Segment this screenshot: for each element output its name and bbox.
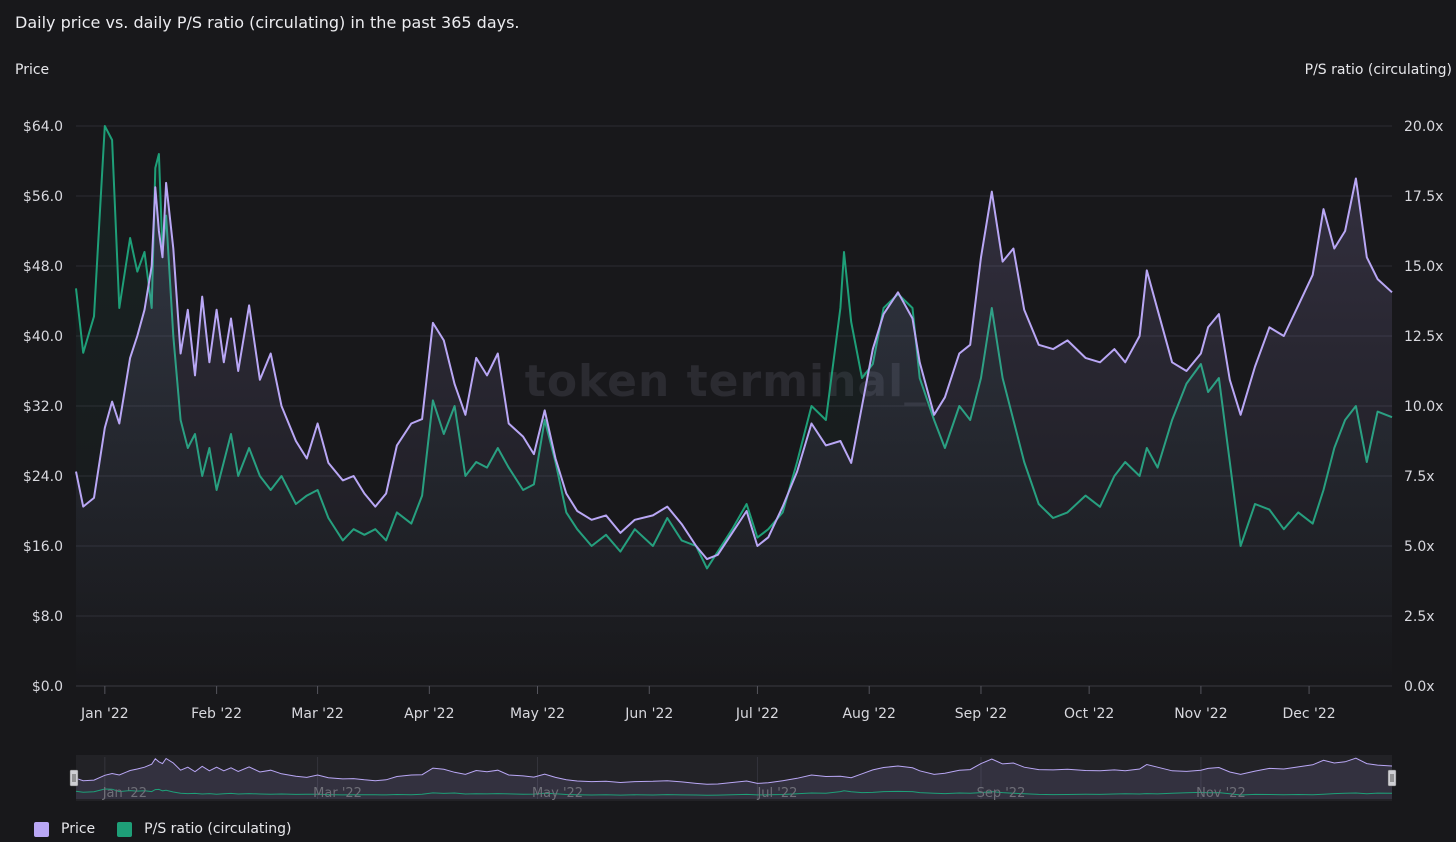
navigator-tick-label: Jul '22 — [756, 786, 797, 801]
navigator-area-price — [76, 758, 1392, 799]
chart-title: Daily price vs. daily P/S ratio (circula… — [15, 13, 520, 32]
legend-label-price: Price — [61, 821, 96, 837]
left-axis-title: Price — [15, 62, 50, 78]
series-line-price[interactable] — [75, 177, 1393, 561]
legend-item-ps-ratio[interactable]: P/S ratio (circulating) — [117, 821, 292, 837]
left-tick-label: $0.0 — [32, 679, 63, 695]
left-tick-label: $32.0 — [23, 399, 63, 415]
x-tick-label: Mar '22 — [291, 706, 344, 722]
legend-swatch-ps-ratio — [117, 821, 133, 837]
right-tick-label: 17.5x — [1404, 189, 1443, 205]
x-tick-label: Dec '22 — [1282, 706, 1335, 722]
x-tick-label: Oct '22 — [1064, 706, 1114, 722]
range-navigator[interactable]: Jan '22 Mar '22 May '22 Jul '22 Sep '22 Nov '… — [69, 755, 1397, 801]
x-axis-ticks: Jan '22 Feb '22 Mar '22 Apr '22 May '22 Jun '… — [80, 686, 1336, 722]
right-tick-label: 12.5x — [1404, 329, 1443, 345]
x-tick-label: Jun '22 — [624, 706, 673, 722]
navigator-left-handle[interactable] — [69, 769, 79, 787]
navigator-line-price — [75, 757, 1393, 785]
left-tick-label: $40.0 — [23, 329, 63, 345]
left-tick-label: $56.0 — [23, 189, 63, 205]
legend-swatch-price — [34, 821, 49, 837]
left-tick-label: $8.0 — [32, 609, 63, 625]
x-tick-label: Apr '22 — [404, 706, 454, 722]
right-tick-label: 20.0x — [1404, 119, 1443, 135]
navigator-tick-label: Sep '22 — [977, 786, 1026, 801]
right-tick-label: 10.0x — [1404, 399, 1443, 415]
right-axis-ticks: 0.0x 2.5x 5.0x 7.5x 10.0x 12.5x 15.0x 17.5x 20.0… — [1404, 119, 1443, 695]
x-tick-label: Aug '22 — [842, 706, 895, 722]
main-chart[interactable]: token terminal_ $0.0$8.0$16.0$24.0$32.0$… — [0, 0, 1456, 812]
series-layer — [75, 125, 1393, 686]
right-axis-title: P/S ratio (circulating) — [1304, 62, 1452, 78]
right-tick-label: 0.0x — [1404, 679, 1435, 695]
right-tick-label: 5.0x — [1404, 539, 1435, 555]
legend-item-price[interactable]: Price — [34, 821, 95, 837]
x-tick-label: May '22 — [510, 706, 565, 722]
legend-label-ps-ratio: P/S ratio (circulating) — [144, 821, 292, 837]
navigator-tick-label: May '22 — [532, 786, 583, 801]
x-tick-label: Nov '22 — [1174, 706, 1227, 722]
navigator-line-ps-ratio — [75, 788, 1393, 796]
navigator-tick-label: Jan '22 — [102, 786, 147, 801]
right-tick-label: 7.5x — [1404, 469, 1435, 485]
left-tick-label: $16.0 — [23, 539, 63, 555]
x-tick-label: Jul '22 — [735, 706, 779, 722]
navigator-tick-label: Nov '22 — [1196, 786, 1246, 801]
series-area-price — [76, 178, 1392, 686]
x-tick-label: Jan '22 — [80, 706, 129, 722]
x-tick-label: Sep '22 — [955, 706, 1008, 722]
left-tick-label: $24.0 — [23, 469, 63, 485]
navigator-right-handle[interactable] — [1387, 769, 1397, 787]
x-tick-label: Feb '22 — [191, 706, 242, 722]
right-tick-label: 2.5x — [1404, 609, 1435, 625]
left-tick-label: $64.0 — [23, 119, 63, 135]
left-tick-label: $48.0 — [23, 259, 63, 275]
legend: Price P/S ratio (circulating) — [34, 821, 292, 837]
navigator-tick-label: Mar '22 — [313, 786, 362, 801]
left-axis-ticks: $0.0 $8.0 $16.0 $24.0 $32.0 $40.0 $48.0 $56.0 $6… — [23, 119, 63, 695]
right-tick-label: 15.0x — [1404, 259, 1443, 275]
